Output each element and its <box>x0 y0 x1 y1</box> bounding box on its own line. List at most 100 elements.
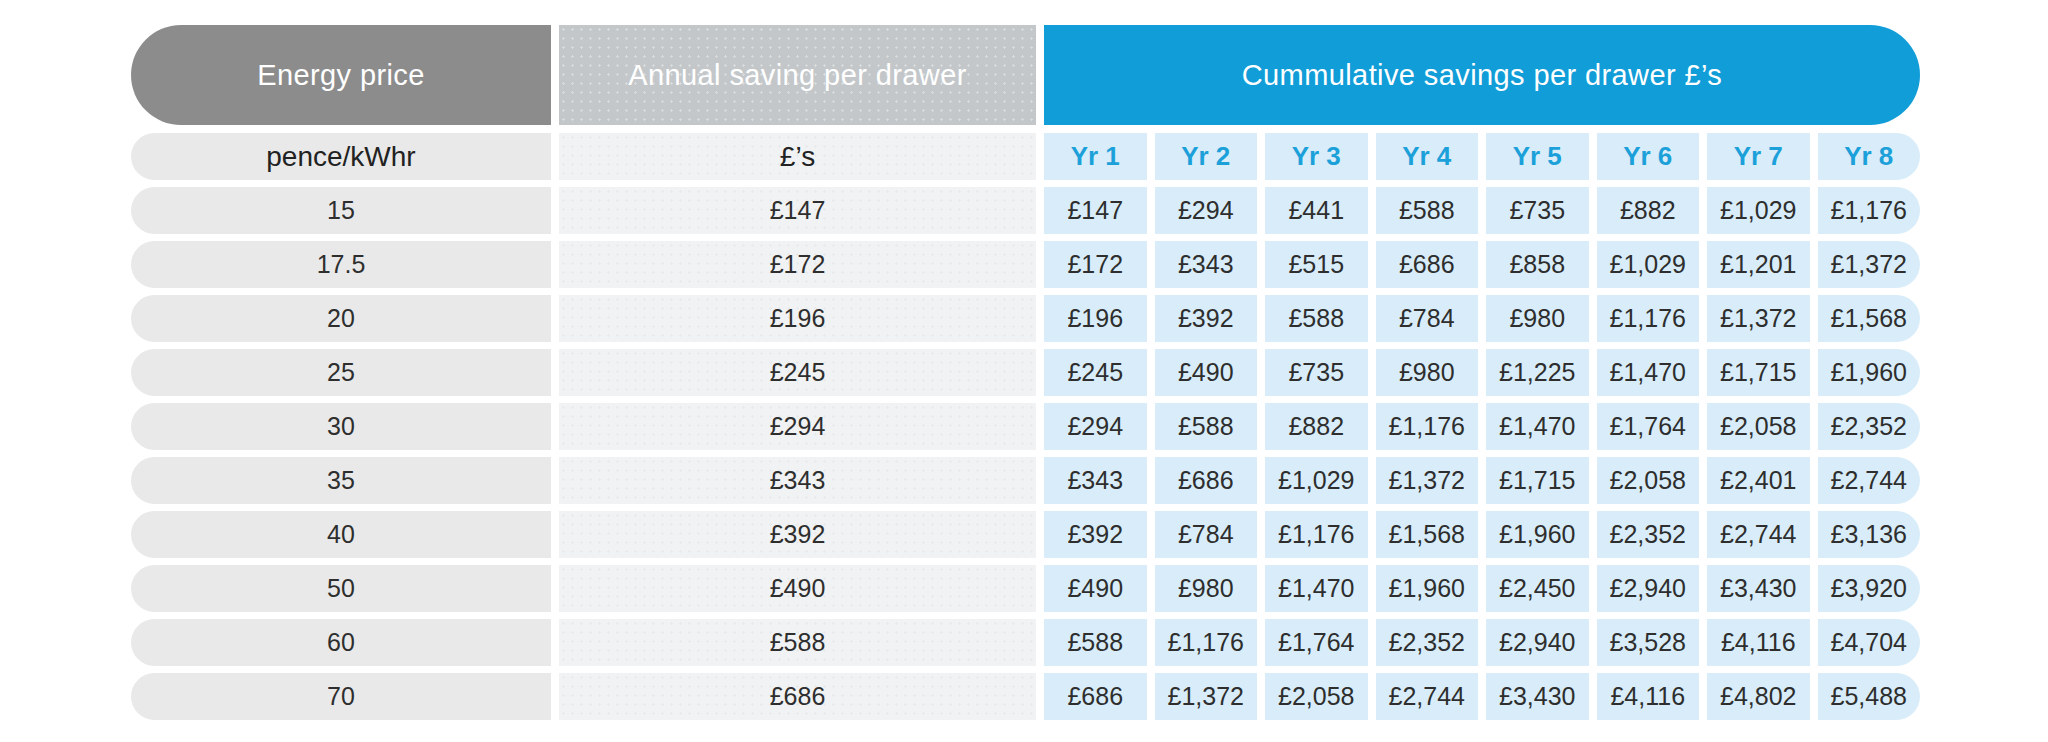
cell-cumulative-yr-6: £2,940 <box>1597 565 1700 612</box>
cell-cumulative-yr-4: £1,372 <box>1376 457 1479 504</box>
cell-cumulative-yr-5: £2,940 <box>1486 619 1589 666</box>
subheader-yr-1: Yr 1 <box>1044 133 1147 180</box>
cell-cumulative-yr-5: £1,470 <box>1486 403 1589 450</box>
cell-annual-saving: £686 <box>559 673 1036 720</box>
cell-cumulative-yr-4: £1,568 <box>1376 511 1479 558</box>
cell-cumulative-yr-7: £1,029 <box>1707 187 1810 234</box>
subheader-units-label: pence/kWhr <box>131 133 551 180</box>
cell-cumulative-yr-5: £2,450 <box>1486 565 1589 612</box>
table-row: 15£147£147£294£441£588£735£882£1,029£1,1… <box>131 187 1920 234</box>
cell-cumulative-yr-7: £2,401 <box>1707 457 1810 504</box>
cell-energy-price: 70 <box>131 673 551 720</box>
cell-annual-saving: £172 <box>559 241 1036 288</box>
cell-cumulative-yr-1: £196 <box>1044 295 1147 342</box>
cell-cumulative-yr-4: £2,744 <box>1376 673 1479 720</box>
cell-energy-price: 40 <box>131 511 551 558</box>
cell-cumulative-yr-2: £392 <box>1155 295 1258 342</box>
cell-energy-price: 20 <box>131 295 551 342</box>
cell-cumulative-yr-8: £1,372 <box>1818 241 1921 288</box>
cell-cumulative-yr-5: £1,225 <box>1486 349 1589 396</box>
cell-cumulative-yr-4: £980 <box>1376 349 1479 396</box>
cell-cumulative-yr-4: £686 <box>1376 241 1479 288</box>
cell-cumulative-yr-6: £882 <box>1597 187 1700 234</box>
header-energy-price: Energy price <box>131 25 551 125</box>
cell-cumulative-yr-1: £588 <box>1044 619 1147 666</box>
subheader-pounds-label: £’s <box>559 133 1036 180</box>
cell-cumulative-yr-7: £1,372 <box>1707 295 1810 342</box>
cell-energy-price: 50 <box>131 565 551 612</box>
cell-cumulative-yr-1: £245 <box>1044 349 1147 396</box>
cell-cumulative-yr-5: £858 <box>1486 241 1589 288</box>
cell-cumulative-yr-4: £784 <box>1376 295 1479 342</box>
cell-cumulative-yr-4: £588 <box>1376 187 1479 234</box>
table-row: 25£245£245£490£735£980£1,225£1,470£1,715… <box>131 349 1920 396</box>
cell-cumulative-yr-7: £4,116 <box>1707 619 1810 666</box>
subheader-row: pence/kWhr £’s Yr 1Yr 2Yr 3Yr 4Yr 5Yr 6Y… <box>131 133 1920 180</box>
subheader-yr-2: Yr 2 <box>1155 133 1258 180</box>
cell-cumulative-yr-1: £686 <box>1044 673 1147 720</box>
cell-cumulative-yr-5: £980 <box>1486 295 1589 342</box>
cell-energy-price: 25 <box>131 349 551 396</box>
cell-cumulative-yr-6: £2,352 <box>1597 511 1700 558</box>
cell-cumulative-yr-7: £1,201 <box>1707 241 1810 288</box>
cell-cumulative-yr-1: £490 <box>1044 565 1147 612</box>
cell-cumulative-yr-1: £294 <box>1044 403 1147 450</box>
table-row: 35£343£343£686£1,029£1,372£1,715£2,058£2… <box>131 457 1920 504</box>
cell-cumulative-yr-1: £392 <box>1044 511 1147 558</box>
cell-cumulative-yr-3: £1,029 <box>1265 457 1368 504</box>
cell-cumulative-yr-7: £2,058 <box>1707 403 1810 450</box>
header-cumulative-savings: Cummulative savings per drawer £’s <box>1044 25 1920 125</box>
cell-cumulative-yr-1: £343 <box>1044 457 1147 504</box>
cell-cumulative-yr-3: £588 <box>1265 295 1368 342</box>
cell-cumulative-yr-2: £343 <box>1155 241 1258 288</box>
cell-cumulative-yr-2: £784 <box>1155 511 1258 558</box>
cell-cumulative-yr-4: £1,960 <box>1376 565 1479 612</box>
savings-table-page: Energy price Annual saving per drawer Cu… <box>0 0 2048 742</box>
cell-cumulative-yr-8: £4,704 <box>1818 619 1921 666</box>
cell-energy-price: 15 <box>131 187 551 234</box>
table-row: 60£588£588£1,176£1,764£2,352£2,940£3,528… <box>131 619 1920 666</box>
table-body: 15£147£147£294£441£588£735£882£1,029£1,1… <box>131 187 1920 720</box>
cell-cumulative-yr-4: £1,176 <box>1376 403 1479 450</box>
cell-cumulative-yr-2: £490 <box>1155 349 1258 396</box>
cell-cumulative-yr-5: £3,430 <box>1486 673 1589 720</box>
cell-cumulative-yr-8: £5,488 <box>1818 673 1921 720</box>
cell-cumulative-yr-1: £172 <box>1044 241 1147 288</box>
cell-annual-saving: £294 <box>559 403 1036 450</box>
cell-cumulative-yr-8: £2,744 <box>1818 457 1921 504</box>
table-row: 50£490£490£980£1,470£1,960£2,450£2,940£3… <box>131 565 1920 612</box>
cell-cumulative-yr-8: £3,920 <box>1818 565 1921 612</box>
table-row: 20£196£196£392£588£784£980£1,176£1,372£1… <box>131 295 1920 342</box>
cell-cumulative-yr-5: £735 <box>1486 187 1589 234</box>
cell-annual-saving: £490 <box>559 565 1036 612</box>
cell-cumulative-yr-2: £686 <box>1155 457 1258 504</box>
cell-cumulative-yr-8: £2,352 <box>1818 403 1921 450</box>
cell-cumulative-yr-2: £1,372 <box>1155 673 1258 720</box>
cell-annual-saving: £588 <box>559 619 1036 666</box>
cell-cumulative-yr-6: £4,116 <box>1597 673 1700 720</box>
cell-cumulative-yr-4: £2,352 <box>1376 619 1479 666</box>
subheader-yr-3: Yr 3 <box>1265 133 1368 180</box>
table-row: 70£686£686£1,372£2,058£2,744£3,430£4,116… <box>131 673 1920 720</box>
cell-cumulative-yr-5: £1,715 <box>1486 457 1589 504</box>
cell-cumulative-yr-3: £882 <box>1265 403 1368 450</box>
subheader-yr-7: Yr 7 <box>1707 133 1810 180</box>
savings-table: Energy price Annual saving per drawer Cu… <box>131 25 1920 720</box>
cell-cumulative-yr-8: £1,960 <box>1818 349 1921 396</box>
header-row: Energy price Annual saving per drawer Cu… <box>131 25 1920 125</box>
cell-energy-price: 17.5 <box>131 241 551 288</box>
cell-cumulative-yr-6: £1,470 <box>1597 349 1700 396</box>
cell-cumulative-yr-6: £1,176 <box>1597 295 1700 342</box>
subheader-yr-4: Yr 4 <box>1376 133 1479 180</box>
cell-cumulative-yr-7: £3,430 <box>1707 565 1810 612</box>
cell-annual-saving: £196 <box>559 295 1036 342</box>
cell-energy-price: 35 <box>131 457 551 504</box>
cell-cumulative-yr-3: £515 <box>1265 241 1368 288</box>
cell-annual-saving: £147 <box>559 187 1036 234</box>
cell-cumulative-yr-7: £1,715 <box>1707 349 1810 396</box>
cell-cumulative-yr-6: £2,058 <box>1597 457 1700 504</box>
cell-energy-price: 30 <box>131 403 551 450</box>
cell-cumulative-yr-2: £1,176 <box>1155 619 1258 666</box>
cell-cumulative-yr-2: £980 <box>1155 565 1258 612</box>
cell-energy-price: 60 <box>131 619 551 666</box>
